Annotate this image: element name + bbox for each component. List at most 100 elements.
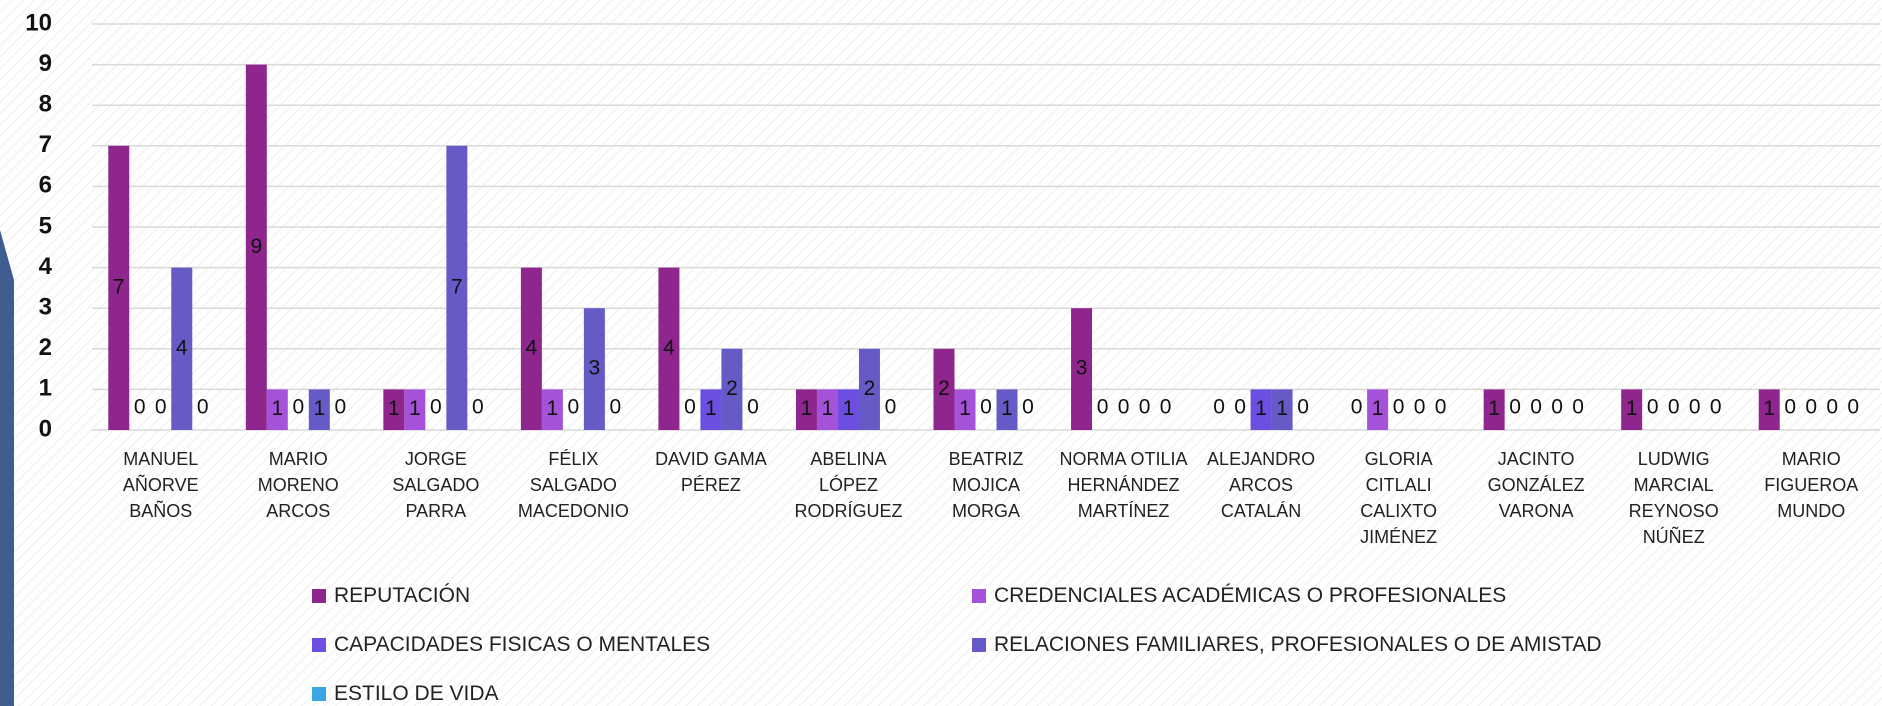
legend-label: CAPACIDADES FISICAS O MENTALES [334,633,711,656]
bar [1483,389,1505,430]
side-decoration [0,230,14,706]
value-label: 0 [1784,396,1796,419]
y-tick-label: 9 [39,50,52,77]
legend-item: RELACIONES FAMILIARES, PROFESIONALES O D… [972,631,1602,659]
value-label: 0 [292,396,304,419]
bar [933,348,955,430]
value-label: 0 [1160,396,1172,419]
value-label: 0 [1393,396,1405,419]
bar [996,389,1018,430]
value-label: 0 [1826,396,1838,419]
bar [858,348,880,430]
value-label: 1 [822,397,834,420]
bar [1071,308,1093,430]
bar [721,348,743,430]
value-label: 0 [1668,396,1680,419]
value-label: 1 [1626,397,1638,420]
bar [446,145,468,431]
bar [171,267,193,430]
y-tick-label: 8 [39,91,52,118]
bar [1758,389,1780,430]
value-label: 0 [1351,396,1363,419]
bar [954,389,976,430]
value-label: 0 [610,396,622,419]
value-label: 2 [938,377,950,400]
legend-item: ESTILO DE VIDA [312,680,499,706]
legend-swatch [972,638,986,652]
value-label: 0 [472,396,484,419]
y-tick-label: 4 [39,253,53,280]
value-label: 1 [1001,397,1013,420]
bar [795,389,817,430]
value-label: 0 [1847,396,1859,419]
legend-swatch [312,589,326,603]
value-label: 0 [1530,396,1542,419]
bar [245,64,267,430]
value-label: 7 [451,275,463,298]
x-tick-label: BEATRIZ MOJICA MORGA [948,449,1024,521]
y-tick-label: 3 [39,294,52,321]
x-tick-label: LUDWIG MARCIAL REYNOSO NÚÑEZ [1628,449,1719,547]
x-tick-label: MARIO MORENO ARCOS [257,449,339,521]
x-tick-label: MARIO FIGUEROA MUNDO [1764,449,1859,521]
value-label: 1 [409,397,421,420]
value-label: 9 [250,235,262,258]
bar [658,267,680,430]
x-tick-label: JACINTO GONZÁLEZ VARONA [1487,449,1585,521]
value-label: 0 [197,396,209,419]
value-label: 4 [526,336,538,359]
y-tick-label: 2 [39,334,52,361]
x-tick-label: GLORIA CITLALI CALIXTO JIMÉNEZ [1360,449,1438,547]
bar [837,389,859,430]
x-tick-label: NORMA OTILIA HERNÁNDEZ MARTÍNEZ [1059,449,1188,521]
y-tick-label: 6 [39,172,52,199]
x-tick-label: FÉLIX SALGADO MACEDONIO [517,449,629,521]
value-label: 1 [1488,397,1500,420]
bar [404,389,426,430]
bar [700,389,722,430]
value-label: 0 [1647,396,1659,419]
bar [583,308,605,430]
legend-item: CREDENCIALES ACADÉMICAS O PROFESIONALES [972,582,1506,610]
value-label: 1 [1276,397,1288,420]
value-label: 4 [176,336,188,359]
value-label: 1 [313,397,325,420]
value-label: 4 [663,336,675,359]
value-label: 3 [589,357,601,380]
value-label: 0 [334,396,346,419]
legend-item: CAPACIDADES FISICAS O MENTALES [312,631,710,659]
value-label: 0 [885,396,897,419]
y-tick-label: 5 [39,212,52,239]
value-label: 0 [155,396,167,419]
legend-label: REPUTACIÓN [334,584,471,607]
value-label: 0 [1689,396,1701,419]
value-label: 0 [1022,396,1034,419]
value-label: 0 [1118,396,1130,419]
y-tick-label: 1 [39,375,52,402]
y-tick-label: 10 [25,9,52,36]
value-label: 0 [747,396,759,419]
value-label: 0 [134,396,146,419]
bar [1621,389,1643,430]
value-label: 0 [1213,396,1225,419]
legend-swatch [312,687,326,701]
x-tick-label: JORGE SALGADO PARRA [392,449,480,521]
value-label: 0 [684,396,696,419]
value-label: 0 [1097,396,1109,419]
value-label: 0 [430,396,442,419]
value-label: 0 [1710,396,1722,419]
value-label: 0 [1234,396,1246,419]
bar [520,267,542,430]
bar [541,389,563,430]
bar [308,389,330,430]
x-tick-label: ALEJANDRO ARCOS CATALÁN [1207,449,1316,521]
value-label: 0 [1805,396,1817,419]
bar [108,145,130,431]
value-label: 0 [980,396,992,419]
y-tick-label: 0 [39,415,52,442]
value-label: 0 [1435,396,1447,419]
value-label: 0 [568,396,580,419]
bar [816,389,838,430]
